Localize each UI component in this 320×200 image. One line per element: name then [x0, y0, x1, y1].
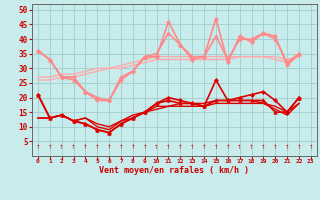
X-axis label: Vent moyen/en rafales ( km/h ): Vent moyen/en rafales ( km/h ) [100, 166, 249, 175]
